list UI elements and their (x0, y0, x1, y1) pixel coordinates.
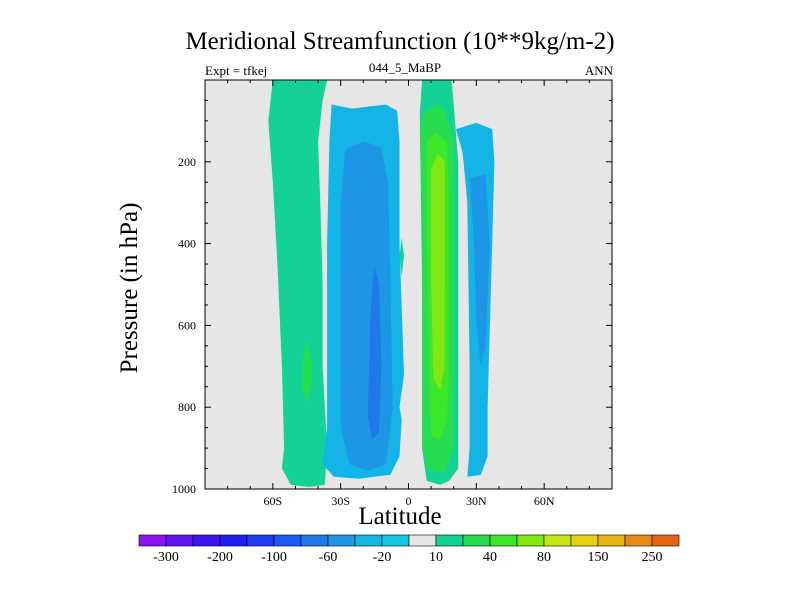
colorbar-box (489, 534, 518, 547)
plot-background (205, 80, 612, 489)
y-tick-label: 1000 (172, 482, 196, 496)
experiment-label: Expt = tfkej (205, 63, 268, 78)
colorbar-box (651, 534, 680, 547)
colorbar-label: -60 (319, 550, 338, 565)
y-tick-label: 400 (178, 237, 196, 251)
colorbar-label: -20 (373, 550, 392, 565)
contour-band (268, 80, 328, 487)
colorbar-box (462, 534, 491, 547)
colorbar-box (192, 534, 221, 547)
x-tick-label: 0 (406, 494, 412, 508)
chart-title: Meridional Streamfunction (10**9kg/m-2) (185, 28, 615, 55)
season-label: ANN (584, 63, 613, 78)
colorbar-label: 150 (588, 550, 609, 565)
colorbar-box (435, 534, 464, 547)
colorbar-label: -300 (153, 550, 179, 565)
contour-band (367, 268, 382, 440)
contour-band (302, 341, 312, 404)
colorbar-box (597, 534, 626, 547)
colorbar-label: 40 (483, 550, 497, 565)
x-axis-label: Latitude (358, 503, 442, 530)
colorbar-box (570, 534, 599, 547)
colorbar-label: -200 (207, 550, 233, 565)
colorbar-label: 250 (642, 550, 663, 565)
colorbar-box (327, 534, 356, 547)
colorbar-box (516, 534, 545, 547)
colorbar-box (246, 534, 275, 547)
contour-band (469, 174, 490, 367)
x-tick-label: 30S (331, 494, 350, 508)
contour-band (340, 141, 393, 471)
colorbar-box (381, 534, 410, 547)
colorbar-box (273, 534, 302, 547)
contour-band (431, 153, 445, 391)
y-tick-label: 600 (178, 318, 196, 332)
colorbar-box (165, 534, 194, 547)
colorbar-box (408, 534, 437, 547)
colorbar-box (138, 534, 167, 547)
colorbar-label: 80 (537, 550, 551, 565)
x-tick-label: 30N (466, 494, 487, 508)
colorbar-box (219, 534, 248, 547)
contour-band (399, 237, 404, 277)
case-label: 044_5_MaBP (368, 60, 442, 75)
colorbar-box (624, 534, 653, 547)
colorbar-box (354, 534, 383, 547)
x-tick-label: 60N (534, 494, 555, 508)
colorbar-box (300, 534, 329, 547)
y-tick-label: 200 (178, 155, 196, 169)
colorbar-box (543, 534, 572, 547)
x-tick-label: 60S (263, 494, 282, 508)
colorbar-label: -100 (261, 550, 287, 565)
y-tick-label: 800 (178, 400, 196, 414)
colorbar-label: 10 (429, 550, 443, 565)
